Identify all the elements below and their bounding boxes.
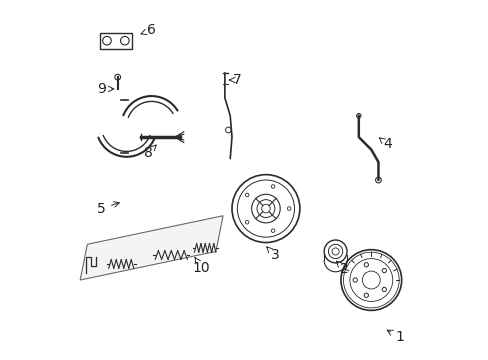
Circle shape [375,177,381,183]
Text: 5: 5 [97,202,119,216]
Bar [100,33,132,49]
Text: 4: 4 [379,137,391,151]
Text: 8: 8 [143,145,156,160]
Text: 9: 9 [97,82,114,96]
Text: 10: 10 [192,257,210,275]
Text: 2: 2 [336,261,348,276]
Text: 1: 1 [386,330,404,344]
Polygon shape [80,216,223,280]
Text: 7: 7 [229,73,241,87]
Text: 3: 3 [266,247,279,262]
Text: 6: 6 [141,23,156,37]
Circle shape [115,74,121,80]
